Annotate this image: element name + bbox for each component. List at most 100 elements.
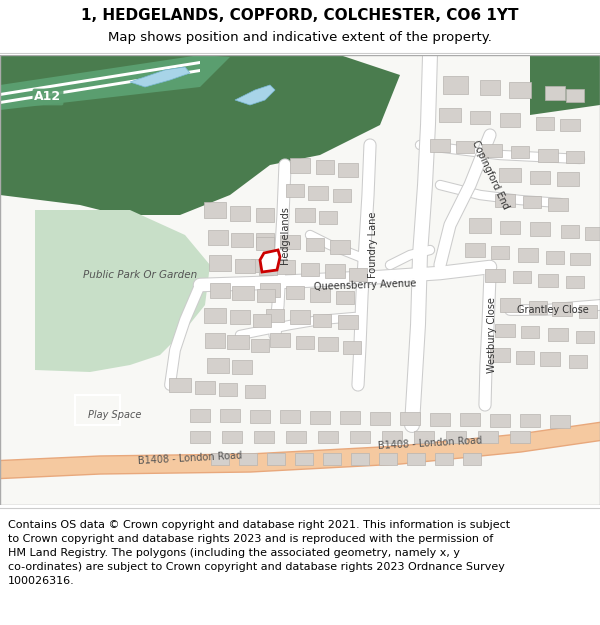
Polygon shape <box>235 85 275 105</box>
Bar <box>561 224 579 238</box>
Bar <box>529 301 547 314</box>
Bar <box>540 352 560 366</box>
Bar <box>280 410 300 423</box>
Bar <box>382 431 402 443</box>
Bar <box>490 348 510 362</box>
Bar <box>319 211 337 224</box>
Bar <box>470 111 490 124</box>
Bar <box>338 163 358 177</box>
Bar <box>550 414 570 428</box>
Bar <box>230 206 250 221</box>
Bar <box>546 251 564 264</box>
Bar <box>576 331 594 343</box>
Bar <box>570 253 590 265</box>
Bar <box>530 222 550 236</box>
Polygon shape <box>530 55 600 115</box>
Bar <box>548 328 568 341</box>
Bar <box>463 453 481 465</box>
Bar <box>205 332 225 348</box>
Bar <box>266 309 284 321</box>
Bar <box>370 411 390 424</box>
Bar <box>446 431 466 443</box>
Bar <box>256 236 274 249</box>
Bar <box>516 351 534 364</box>
Bar <box>231 233 253 247</box>
Bar <box>250 409 270 422</box>
Bar <box>290 310 310 324</box>
Bar <box>318 431 338 443</box>
Bar <box>490 414 510 426</box>
Bar <box>313 314 331 326</box>
Bar <box>286 431 306 443</box>
Bar <box>259 261 277 274</box>
Bar <box>538 149 558 161</box>
Bar <box>245 384 265 398</box>
Bar <box>414 431 434 443</box>
Bar <box>548 198 568 211</box>
Bar <box>330 240 350 254</box>
Bar <box>222 431 242 443</box>
Bar <box>256 208 274 222</box>
Bar <box>296 336 314 349</box>
Bar <box>439 108 461 122</box>
Bar <box>557 172 579 186</box>
Bar <box>310 411 330 424</box>
Bar <box>340 411 360 424</box>
Bar <box>538 274 558 286</box>
Bar <box>585 226 600 239</box>
Bar <box>227 335 249 349</box>
Bar <box>509 82 531 98</box>
Bar <box>210 282 230 298</box>
Bar <box>333 189 351 201</box>
Bar <box>566 89 584 101</box>
Bar <box>220 409 240 422</box>
Bar <box>190 409 210 421</box>
Bar <box>232 286 254 300</box>
Bar <box>495 324 515 336</box>
Bar <box>204 308 226 322</box>
Bar <box>230 310 250 324</box>
Bar <box>318 337 338 351</box>
Bar <box>235 259 255 273</box>
Bar <box>569 354 587 367</box>
Polygon shape <box>0 69 200 104</box>
Bar <box>430 412 450 426</box>
Polygon shape <box>260 250 280 272</box>
Bar <box>325 264 345 278</box>
Polygon shape <box>130 67 190 87</box>
Bar <box>207 357 229 372</box>
Bar <box>308 186 328 200</box>
Bar <box>500 113 520 127</box>
Bar <box>456 141 474 153</box>
Polygon shape <box>0 55 400 215</box>
Bar <box>469 217 491 232</box>
Bar <box>286 184 304 196</box>
Bar <box>552 302 572 316</box>
Bar <box>520 414 540 427</box>
Bar <box>566 276 584 288</box>
Text: co-ordinates) are subject to Crown copyright and database rights 2023 Ordnance S: co-ordinates) are subject to Crown copyr… <box>8 562 505 572</box>
Bar <box>239 453 257 465</box>
Bar <box>523 196 541 208</box>
Bar <box>495 194 515 206</box>
Bar <box>257 289 275 301</box>
Bar <box>251 259 269 271</box>
Text: HM Land Registry. The polygons (including the associated geometry, namely x, y: HM Land Registry. The polygons (includin… <box>8 548 460 558</box>
Text: Grantley Close: Grantley Close <box>517 305 589 315</box>
Bar <box>510 431 530 443</box>
Bar <box>338 315 358 329</box>
Text: 1, HEDGELANDS, COPFORD, COLCHESTER, CO6 1YT: 1, HEDGELANDS, COPFORD, COLCHESTER, CO6 … <box>81 8 519 22</box>
Bar <box>435 453 453 465</box>
Bar <box>482 144 502 156</box>
Bar <box>211 453 229 465</box>
Bar <box>400 412 420 425</box>
Text: Hedgelands: Hedgelands <box>280 206 290 264</box>
Bar <box>485 269 505 281</box>
Bar <box>316 160 334 174</box>
Bar <box>350 431 370 443</box>
Bar <box>323 453 341 465</box>
Bar <box>336 291 354 304</box>
Bar <box>379 453 397 465</box>
Bar <box>286 286 304 299</box>
Bar <box>530 171 550 184</box>
